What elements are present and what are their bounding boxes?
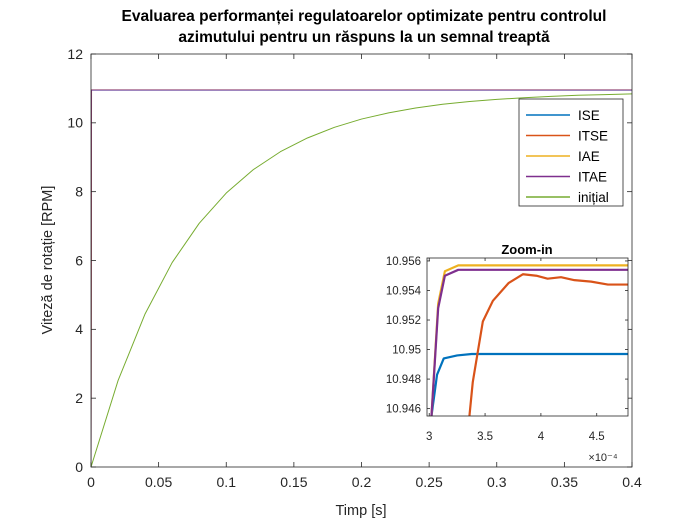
legend-label-ise: ISE xyxy=(578,108,600,123)
inset-y-tick-label: 10.948 xyxy=(386,374,421,386)
legend-items: ISE ITSE IAE ITAE inițial xyxy=(526,108,609,205)
inset-x-tick-label: 4.5 xyxy=(589,431,605,443)
main-y-tick-label: 2 xyxy=(75,390,83,406)
legend-box xyxy=(518,98,624,207)
inset-x-tick-label: 3 xyxy=(426,431,432,443)
main-x-tick-label: 0.4 xyxy=(622,474,642,490)
main-y-tick-label: 6 xyxy=(75,252,83,268)
inset-series-line-ise xyxy=(430,352,628,416)
inset-series-lines xyxy=(430,264,628,416)
main-y-tick-label: 8 xyxy=(75,184,83,200)
legend-label-iae: IAE xyxy=(578,149,600,164)
legend: ISE ITSE IAE ITAE inițial xyxy=(518,98,624,207)
inset-y-tick-label: 10.946 xyxy=(386,404,421,416)
main-x-tick-label: 0.05 xyxy=(145,474,172,490)
inset-x-exponent: ×10⁻⁴ xyxy=(588,452,617,464)
main-x-tick-label: 0.25 xyxy=(416,474,443,490)
main-x-tick-label: 0 xyxy=(87,474,95,490)
inset-y-tick-label: 10.95 xyxy=(392,345,421,357)
inset-x-tick-label: 3.5 xyxy=(477,431,493,443)
main-y-tick-label: 4 xyxy=(75,321,83,337)
chart-title-line-2: azimutului pentru un răspuns la un semna… xyxy=(178,29,550,46)
inset-x-tick-label: 4 xyxy=(538,431,545,443)
inset-y-tick-label: 10.954 xyxy=(386,286,422,298)
main-x-tick-label: 0.35 xyxy=(551,474,578,490)
main-x-tick-label: 0.1 xyxy=(217,474,237,490)
chart-title-line-1: Evaluarea performanței regulatoarelor op… xyxy=(122,8,607,25)
inset-axes: 3 3.5 4 4.5 10.946 10.948 10.95 10.952 10.954 10.… xyxy=(386,242,629,464)
main-x-tick-label: 0.15 xyxy=(280,474,307,490)
inset-ticks: 3 3.5 4 4.5 10.946 10.948 10.95 10.952 10.954 10.… xyxy=(386,256,628,443)
y-axis-label: Viteză de rotație [RPM] xyxy=(40,186,56,335)
main-series-line-initial xyxy=(91,93,632,467)
inset-series-line-itae xyxy=(430,268,628,416)
inset-axes-box xyxy=(426,257,629,417)
legend-label-initial: inițial xyxy=(578,190,609,205)
main-y-tick-label: 10 xyxy=(67,115,83,131)
main-x-tick-label: 0.3 xyxy=(487,474,507,490)
legend-label-itae: ITAE xyxy=(578,170,607,185)
inset-y-tick-label: 10.952 xyxy=(386,315,421,327)
x-axis-label: Timp [s] xyxy=(335,503,386,519)
legend-label-itse: ITSE xyxy=(578,129,608,144)
main-ticks: 0 0.05 0.1 0.15 0.2 0.25 0.3 0.35 0.4 0 2 4 6 8 10 12 xyxy=(67,46,642,490)
main-y-tick-label: 12 xyxy=(67,46,83,62)
inset-plot-area xyxy=(427,258,628,416)
main-x-tick-label: 0.2 xyxy=(352,474,372,490)
main-axes-box xyxy=(90,53,633,468)
main-y-tick-label: 0 xyxy=(75,459,83,475)
inset-series-line-itse xyxy=(468,273,628,416)
inset-y-tick-label: 10.956 xyxy=(386,256,421,268)
inset-title: Zoom-in xyxy=(501,242,552,257)
